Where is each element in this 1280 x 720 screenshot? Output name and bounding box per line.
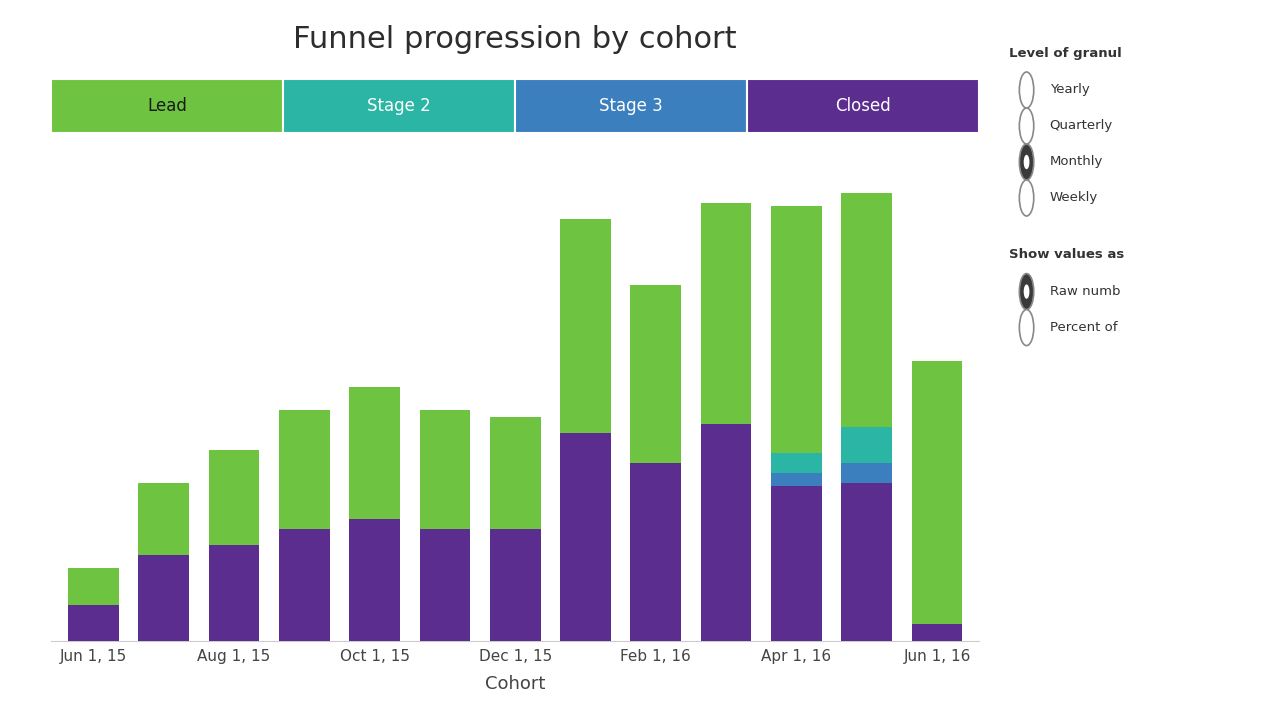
- Circle shape: [1024, 155, 1029, 169]
- Circle shape: [1019, 144, 1034, 180]
- Bar: [349, 387, 399, 519]
- Text: Lead: Lead: [147, 97, 187, 115]
- Text: Level of granul: Level of granul: [1009, 47, 1123, 60]
- Circle shape: [1024, 284, 1029, 299]
- Text: Yearly: Yearly: [1050, 84, 1089, 96]
- Bar: [51, 79, 283, 133]
- Circle shape: [1019, 180, 1034, 216]
- Bar: [279, 410, 330, 529]
- Text: Weekly: Weekly: [1050, 192, 1098, 204]
- Bar: [209, 545, 260, 641]
- Bar: [490, 529, 540, 641]
- X-axis label: Cohort: Cohort: [485, 675, 545, 693]
- Bar: [701, 423, 751, 641]
- Bar: [631, 463, 681, 641]
- Bar: [209, 450, 260, 545]
- Bar: [911, 361, 963, 624]
- Bar: [138, 483, 189, 555]
- Bar: [841, 427, 892, 463]
- Text: Stage 2: Stage 2: [367, 97, 431, 115]
- Text: Stage 3: Stage 3: [599, 97, 663, 115]
- Bar: [561, 433, 611, 641]
- Text: Funnel progression by cohort: Funnel progression by cohort: [293, 25, 737, 54]
- Bar: [283, 79, 516, 133]
- Circle shape: [1019, 72, 1034, 108]
- Bar: [349, 519, 399, 641]
- Text: Raw numb: Raw numb: [1050, 285, 1120, 298]
- Bar: [701, 203, 751, 423]
- Bar: [841, 483, 892, 641]
- Bar: [771, 486, 822, 641]
- Circle shape: [1019, 108, 1034, 144]
- Bar: [841, 463, 892, 483]
- Text: Monthly: Monthly: [1050, 156, 1103, 168]
- Text: Percent of: Percent of: [1050, 321, 1117, 334]
- Bar: [748, 79, 979, 133]
- Bar: [771, 473, 822, 486]
- Bar: [841, 193, 892, 427]
- Text: Quarterly: Quarterly: [1050, 120, 1112, 132]
- Bar: [68, 568, 119, 605]
- Bar: [771, 453, 822, 473]
- Bar: [490, 417, 540, 529]
- Bar: [516, 79, 748, 133]
- Circle shape: [1019, 274, 1034, 310]
- Bar: [279, 529, 330, 641]
- Bar: [420, 529, 470, 641]
- Text: Closed: Closed: [836, 97, 891, 115]
- Bar: [771, 206, 822, 453]
- Bar: [138, 555, 189, 641]
- Bar: [68, 605, 119, 641]
- Text: Show values as: Show values as: [1009, 248, 1125, 261]
- Bar: [561, 220, 611, 433]
- Circle shape: [1019, 310, 1034, 346]
- Bar: [631, 285, 681, 463]
- Bar: [911, 624, 963, 641]
- Bar: [420, 410, 470, 529]
